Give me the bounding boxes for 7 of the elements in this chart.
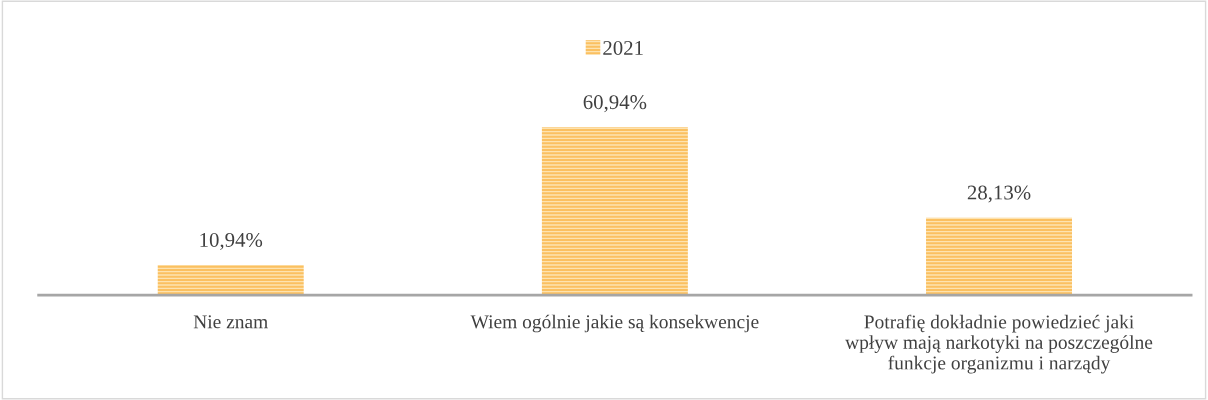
x-tick-label: Nie znam — [193, 315, 268, 329]
data-label: 28,13% — [967, 185, 1031, 203]
data-label: 10,94% — [200, 232, 263, 250]
data-label: 60,94% — [583, 95, 647, 113]
x-tick-label: Potrafię dokładnie powiedzieć jaki wpływ mają narkotyki na poszczególne funkcje organizmu i narządy — [845, 314, 1153, 374]
x-tick-label: Wiem ogólnie jakie są konsekwencje — [470, 314, 759, 333]
legend-label: 2021 — [603, 40, 643, 55]
